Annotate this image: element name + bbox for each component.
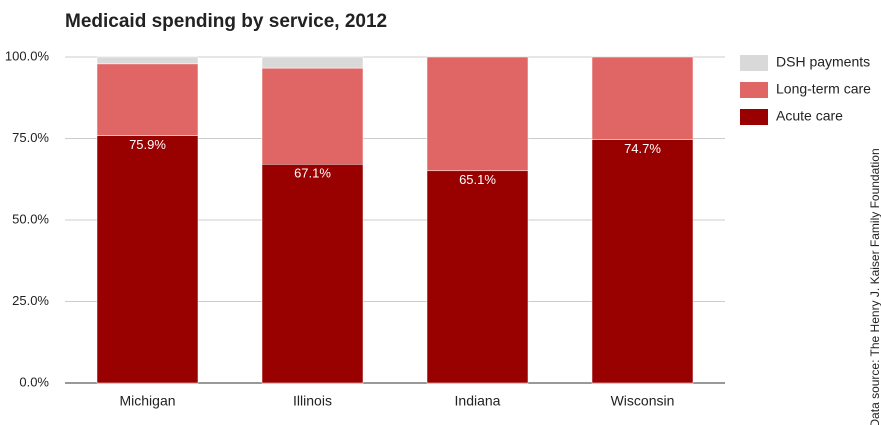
legend-swatch [740, 55, 768, 71]
bar-segment [261, 164, 364, 384]
x-tick-label: Michigan [119, 393, 175, 409]
bar-segment [96, 135, 199, 384]
bar-segment [426, 56, 529, 172]
bar-segment [426, 170, 529, 384]
bar-segment [96, 56, 199, 65]
bar-segment [261, 67, 364, 165]
legend-swatch [740, 109, 768, 125]
legend-swatch [740, 82, 768, 98]
legend-label: DSH payments [776, 54, 870, 70]
data-label: 67.1% [294, 166, 331, 181]
bar-segment [261, 56, 364, 69]
bar-segment [591, 56, 694, 140]
chart-title: Medicaid spending by service, 2012 [65, 11, 387, 32]
data-label: 75.9% [129, 137, 166, 152]
data-label: 74.7% [624, 141, 661, 156]
legend-label: Long-term care [776, 81, 871, 97]
x-tick-label: Wisconsin [611, 393, 675, 409]
x-tick-label: Indiana [455, 393, 501, 409]
bar-segment [96, 63, 199, 136]
y-tick-label: 50.0% [12, 211, 49, 226]
legend-label: Acute care [776, 108, 843, 124]
y-tick-label: 100.0% [5, 48, 50, 63]
source-note: Data source: The Henry J. Kaiser Family … [868, 148, 881, 425]
data-label: 65.1% [459, 172, 496, 187]
bar-segment [591, 139, 694, 384]
y-tick-label: 0.0% [19, 374, 49, 389]
y-tick-label: 25.0% [12, 293, 49, 308]
x-tick-label: Illinois [293, 393, 332, 409]
y-tick-label: 75.0% [12, 130, 49, 145]
